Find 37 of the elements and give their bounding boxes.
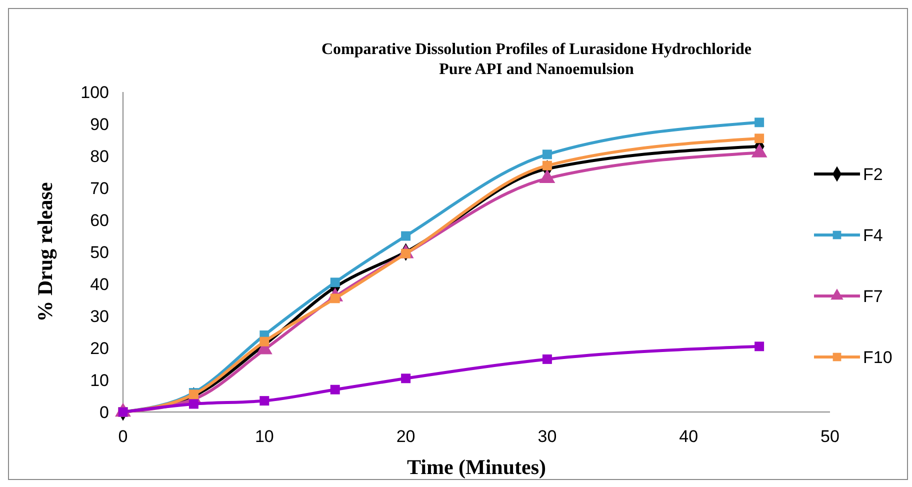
y-tick-label: 0	[100, 402, 109, 422]
point	[401, 374, 411, 384]
y-tick-label: 80	[90, 146, 109, 166]
point	[330, 384, 340, 394]
point	[542, 150, 552, 160]
chart-title: Comparative Dissolution Profiles of Lurasidone Hydrochloride Pure API and Nanoemulsion	[321, 41, 752, 78]
x-axis-title: Time (Minutes)	[406, 455, 546, 479]
point	[542, 354, 552, 364]
y-tick-label: 40	[90, 274, 109, 294]
point	[401, 231, 411, 241]
legend-label: F4	[863, 226, 883, 245]
point	[754, 134, 764, 144]
y-tick-label: 50	[90, 242, 109, 262]
legend-label: F7	[863, 286, 883, 306]
point	[754, 342, 764, 352]
y-tick-label: 90	[90, 114, 109, 134]
legend-label: F2	[863, 164, 883, 184]
y-tick-label: 70	[90, 178, 109, 198]
point	[260, 336, 270, 346]
x-tick-label: 10	[254, 427, 274, 446]
y-axis-title: % Drug release	[33, 182, 57, 322]
point	[754, 118, 764, 128]
point	[542, 160, 552, 170]
x-tick-label: 30	[538, 427, 557, 446]
y-tick-label: 10	[90, 370, 109, 390]
x-tick-label: 50	[820, 427, 840, 446]
y-tick-label: 30	[90, 306, 109, 326]
y-tick-label: 60	[90, 210, 109, 230]
x-tick-label: 20	[396, 427, 416, 446]
point	[330, 278, 340, 288]
y-tick-label: 20	[90, 338, 109, 358]
point	[188, 399, 198, 409]
x-tick-label: 0	[118, 427, 128, 446]
x-tick-label: 40	[679, 427, 698, 446]
y-tick-label: 100	[80, 82, 109, 102]
point	[260, 396, 270, 406]
legend-label: F10	[863, 348, 892, 367]
